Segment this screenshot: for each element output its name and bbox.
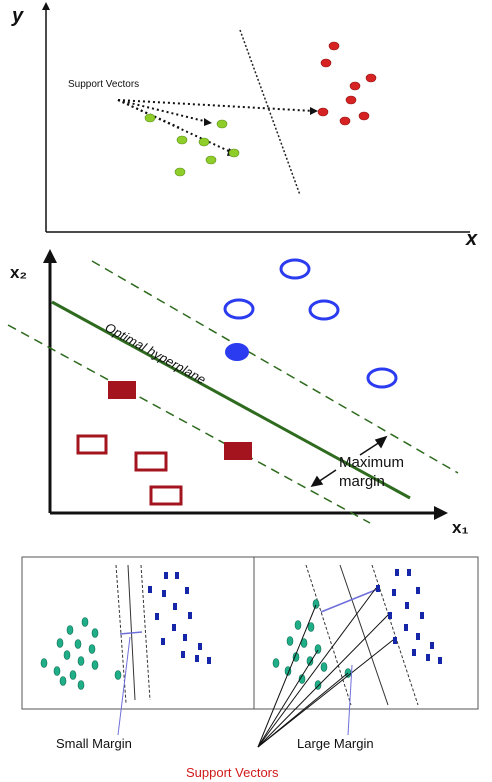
x2-axis-label: x₂ — [10, 263, 27, 282]
class-b-point — [345, 95, 357, 105]
x2-axis-arrow — [43, 249, 57, 263]
large-margin-pointer — [347, 664, 353, 736]
arrow-heads — [204, 107, 318, 156]
class-b-points — [317, 41, 377, 126]
circle-point — [279, 258, 311, 280]
circle-point — [308, 299, 340, 321]
x-axis-label: x — [465, 228, 478, 245]
small-margin-label: Small Margin — [56, 736, 132, 751]
class-b-point — [358, 111, 370, 121]
svm-margin-comparison-figure: Small Margin Large Margin Support Vector… — [21, 556, 479, 780]
class-b-point — [320, 58, 332, 68]
separating-line — [239, 29, 301, 196]
maximum-margin-label-line2: margin — [339, 473, 385, 490]
svm-support-vectors-figure: y x Support Vectors — [11, 2, 478, 245]
y-axis-label: y — [11, 5, 24, 27]
upper-margin-line — [91, 260, 459, 474]
class-a-point — [205, 155, 217, 165]
class-a-point — [176, 135, 188, 145]
class-b-point — [349, 81, 361, 91]
support-vectors-caption: Support Vectors — [186, 765, 279, 780]
class-a-point — [228, 148, 240, 158]
large-margin-dots — [272, 599, 352, 690]
hyperplane-label: Optimal hyperplane — [103, 320, 209, 388]
x1-axis-label: x₁ — [452, 518, 469, 537]
class-b-point — [317, 107, 329, 117]
class-b-point — [328, 41, 340, 51]
x1-axis-arrow — [434, 506, 448, 520]
class-a-points — [144, 113, 240, 177]
class-a-point — [198, 137, 210, 147]
support-vectors-label: Support Vectors — [68, 79, 139, 90]
small-margin-squares — [148, 572, 211, 664]
small-margin-arrow — [119, 631, 143, 635]
class-a-point — [216, 119, 228, 129]
support-vector-pointers — [257, 587, 394, 748]
small-margin-dots — [40, 617, 122, 690]
class-a-point — [144, 113, 156, 123]
square-point — [134, 451, 168, 472]
square-support-vector — [108, 381, 136, 399]
square-class — [76, 434, 183, 506]
square-point — [76, 434, 108, 455]
optimal-hyperplane-line — [51, 300, 411, 500]
square-point — [149, 485, 183, 506]
class-b-point — [365, 73, 377, 83]
svm-maximum-margin-figure: x₂ x₁ Optimal hyperplane Maximum margin — [7, 249, 469, 537]
large-margin-label: Large Margin — [297, 736, 374, 751]
large-margin-squares — [376, 569, 442, 664]
circle-support-vector — [225, 343, 249, 361]
margin-arrows — [310, 435, 388, 488]
circle-class — [223, 258, 398, 389]
lower-margin-line — [7, 324, 371, 524]
large-margin-boundaries — [305, 564, 419, 706]
class-a-point — [174, 167, 186, 177]
circle-point — [366, 367, 398, 389]
maximum-margin-label-line1: Maximum — [339, 454, 404, 471]
large-margin-arrow — [320, 588, 379, 613]
large-margin-frame — [253, 556, 479, 710]
square-support-vector — [224, 442, 252, 460]
circle-point — [223, 298, 255, 320]
class-b-point — [339, 116, 351, 126]
small-margin-pointer — [117, 636, 131, 736]
support-vector-arrows — [117, 99, 315, 154]
y-axis-arrow — [42, 2, 50, 10]
